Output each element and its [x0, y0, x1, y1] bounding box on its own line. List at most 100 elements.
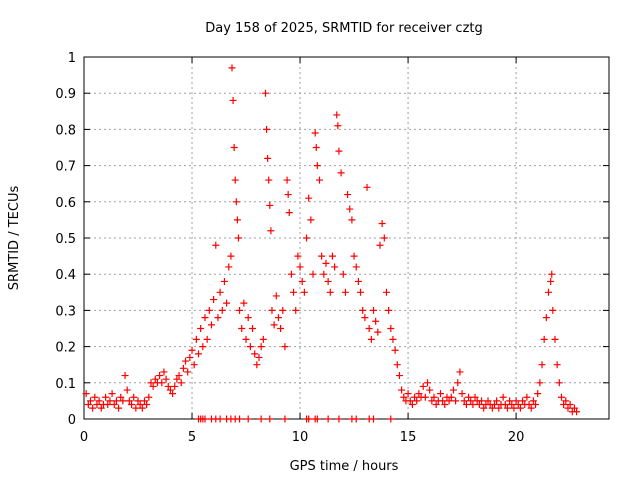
data-point	[249, 325, 257, 332]
data-point	[223, 299, 231, 307]
data-point	[272, 292, 280, 300]
data-point	[242, 335, 250, 343]
data-point	[305, 415, 313, 423]
data-point	[393, 361, 401, 369]
data-point	[452, 397, 460, 405]
data-point	[458, 390, 466, 398]
data-point	[158, 379, 166, 387]
data-point	[82, 390, 90, 398]
data-point	[140, 397, 148, 405]
data-point	[488, 404, 496, 412]
data-point	[570, 404, 578, 412]
data-point	[138, 404, 146, 412]
data-point	[89, 404, 97, 412]
data-point	[300, 288, 308, 296]
data-point	[93, 401, 101, 409]
x-tick-label: 20	[508, 430, 525, 445]
data-point	[232, 198, 240, 206]
data-point	[324, 277, 332, 285]
y-tick-label: 0.2	[55, 341, 76, 356]
data-point	[335, 147, 343, 155]
data-point	[255, 353, 263, 361]
data-point	[516, 404, 524, 412]
data-point	[84, 401, 92, 409]
data-point	[430, 393, 438, 401]
data-point	[312, 144, 320, 151]
data-point	[212, 241, 220, 249]
data-point	[361, 314, 369, 322]
data-point	[309, 270, 317, 278]
data-point	[266, 415, 274, 423]
data-point	[270, 321, 278, 329]
data-point	[557, 393, 565, 401]
data-point	[352, 263, 360, 271]
data-point	[480, 404, 488, 412]
x-tick-label: 5	[188, 430, 196, 445]
data-point	[503, 404, 511, 412]
data-point	[216, 415, 224, 423]
data-point	[279, 306, 287, 314]
data-point	[123, 386, 131, 394]
y-tick-label: 0.8	[55, 123, 76, 138]
data-point	[378, 220, 386, 228]
data-point	[370, 306, 378, 314]
data-point	[184, 368, 192, 376]
data-point	[387, 415, 395, 423]
data-point	[538, 361, 546, 369]
data-point	[398, 386, 406, 394]
x-axis-label: GPS time / hours	[290, 459, 399, 474]
data-point	[264, 154, 272, 162]
data-point	[339, 270, 347, 278]
data-point	[298, 277, 306, 285]
data-point	[514, 401, 522, 409]
data-point	[97, 404, 105, 412]
data-point	[210, 296, 218, 304]
data-point	[171, 382, 179, 390]
data-point	[238, 325, 246, 332]
data-point	[490, 401, 498, 409]
data-point	[506, 397, 514, 405]
data-point	[549, 306, 557, 314]
data-point	[277, 325, 285, 332]
data-point	[91, 393, 99, 401]
data-point	[324, 415, 332, 423]
data-point	[201, 314, 209, 322]
data-point	[553, 361, 561, 369]
data-point	[244, 415, 252, 423]
data-point	[540, 335, 548, 343]
data-point	[197, 325, 205, 332]
data-point	[501, 401, 509, 409]
data-point	[413, 397, 421, 405]
data-point	[259, 335, 267, 343]
data-point	[335, 415, 343, 423]
y-tick-label: 0	[68, 413, 76, 428]
data-point	[547, 277, 555, 285]
data-point	[240, 299, 248, 307]
data-point	[199, 343, 207, 351]
data-point	[400, 393, 408, 401]
data-point	[495, 404, 503, 412]
data-point	[151, 375, 159, 383]
data-point	[315, 176, 323, 184]
data-point	[294, 252, 302, 260]
data-point	[352, 415, 360, 423]
data-point	[382, 288, 390, 296]
y-axis-label: SRMTID / TECUs	[7, 186, 22, 291]
data-point	[128, 401, 136, 409]
data-point	[376, 241, 384, 249]
data-point	[527, 404, 535, 412]
data-point	[244, 314, 252, 322]
data-point	[508, 401, 516, 409]
y-tick-label: 0.9	[55, 87, 76, 102]
data-point	[190, 361, 198, 369]
y-tick-label: 0.5	[55, 232, 76, 247]
data-point	[108, 390, 116, 398]
data-point	[257, 415, 265, 423]
data-point	[253, 361, 261, 369]
data-point	[404, 390, 412, 398]
data-point	[220, 277, 228, 285]
data-point	[265, 176, 273, 184]
data-point	[428, 397, 436, 405]
data-point	[283, 176, 291, 184]
data-point	[387, 325, 395, 332]
